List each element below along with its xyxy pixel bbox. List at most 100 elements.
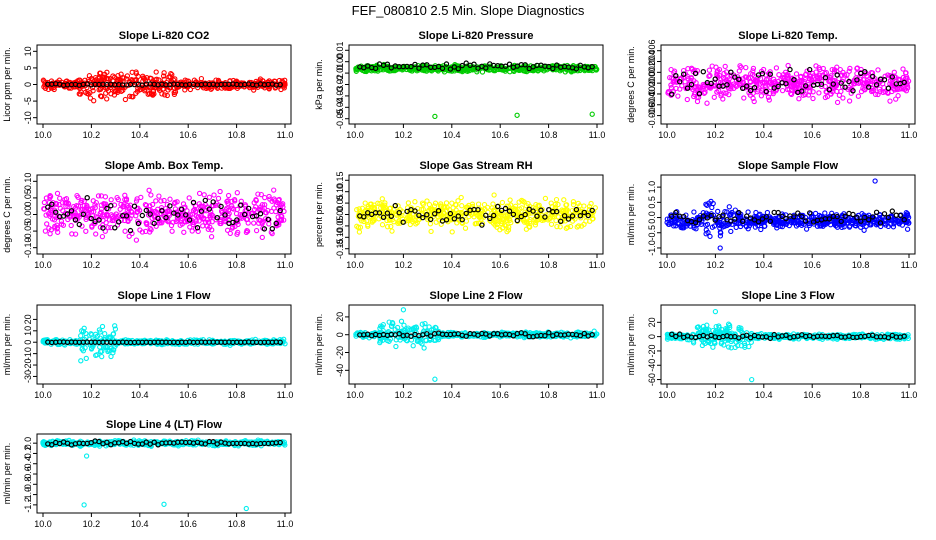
data-point (737, 223, 744, 230)
x-tick-label: 10.8 (852, 390, 870, 400)
reference-point (881, 211, 888, 217)
data-point (379, 222, 386, 228)
data-point (481, 201, 488, 208)
data-point (148, 192, 154, 198)
data-point (793, 71, 800, 77)
data-point (779, 87, 786, 94)
reference-point (443, 217, 450, 223)
data-point (186, 195, 192, 201)
reference-point (767, 71, 774, 77)
data-point (532, 222, 539, 228)
x-tick-label: 10.4 (755, 130, 773, 140)
x-tick-label: 10.0 (346, 260, 364, 270)
y-tick-label: -10 (23, 347, 33, 360)
reference-point (241, 211, 248, 218)
data-point (208, 234, 215, 240)
x-tick-label: 10.0 (658, 130, 676, 140)
data-point (894, 86, 900, 93)
point-layer (40, 323, 288, 364)
panel-4: Slope Amb. Box Temp.10.0 10.2 10.4 10.6 10.8… (2, 160, 293, 270)
reference-point (210, 199, 216, 205)
reference-point (510, 211, 517, 218)
reference-point (522, 211, 528, 218)
data-point (523, 202, 529, 209)
data-point (449, 229, 455, 235)
data-point (234, 190, 240, 196)
reference-point (799, 88, 805, 94)
data-point (96, 75, 102, 81)
data-point (79, 328, 85, 334)
data-point (72, 205, 79, 211)
reference-point (214, 214, 220, 221)
reference-point (720, 212, 726, 218)
data-point (89, 213, 96, 219)
data-point (42, 228, 49, 234)
reference-point (565, 216, 572, 222)
data-point (521, 219, 528, 225)
data-point (498, 220, 505, 227)
data-point (267, 196, 273, 202)
data-point (681, 225, 687, 231)
data-point (810, 214, 816, 220)
data-point (770, 90, 776, 97)
data-point (88, 206, 94, 212)
x-tick-label: 10.4 (131, 130, 149, 140)
y-tick-label: 0.5 (647, 196, 657, 209)
y-tick-label: 0 (23, 340, 33, 345)
data-point (723, 90, 729, 96)
data-point (575, 200, 581, 207)
data-point (115, 72, 121, 79)
data-point (102, 71, 108, 78)
data-point (438, 201, 444, 207)
data-point (817, 66, 823, 73)
point-layer (664, 308, 911, 383)
data-point (834, 99, 841, 106)
reference-point (76, 221, 83, 228)
reference-point (842, 84, 848, 90)
data-point (882, 73, 888, 79)
data-point (588, 200, 594, 207)
reference-point (542, 214, 548, 220)
x-tick-label: 10.6 (179, 260, 197, 270)
plot-frame (36, 304, 292, 385)
y-tick-label: 0.10 (23, 173, 33, 191)
reference-point (432, 211, 438, 217)
data-point (170, 219, 176, 225)
data-point (742, 74, 749, 80)
data-point (217, 188, 223, 195)
y-tick-label: 0.002 (647, 61, 657, 84)
data-point (716, 221, 722, 227)
data-point (201, 192, 207, 198)
data-point (253, 197, 259, 203)
x-tick-label: 10.4 (131, 390, 149, 400)
reference-point (502, 205, 509, 212)
y-axis-label: degrees C per min. (626, 46, 636, 123)
data-point (817, 223, 823, 229)
data-point (554, 223, 560, 230)
reference-point (791, 214, 797, 220)
point-layer (353, 307, 600, 382)
data-point (806, 222, 813, 229)
data-point (459, 203, 465, 209)
data-point (887, 214, 894, 221)
data-point (105, 224, 111, 231)
reference-point (72, 217, 79, 223)
data-point (110, 331, 117, 337)
data-point (682, 79, 688, 85)
reference-point (96, 217, 102, 223)
data-point (510, 67, 517, 74)
data-point (225, 198, 231, 204)
data-point (695, 84, 702, 90)
data-point (771, 76, 777, 82)
reference-point (885, 85, 892, 91)
data-point (105, 348, 111, 355)
data-point (492, 219, 498, 225)
data-point (106, 217, 113, 223)
data-point (158, 211, 164, 217)
x-tick-label: 10.4 (131, 260, 149, 270)
data-point (875, 67, 881, 73)
data-point (159, 91, 165, 97)
x-tick-label: 11.0 (901, 260, 918, 270)
data-point (773, 65, 780, 71)
